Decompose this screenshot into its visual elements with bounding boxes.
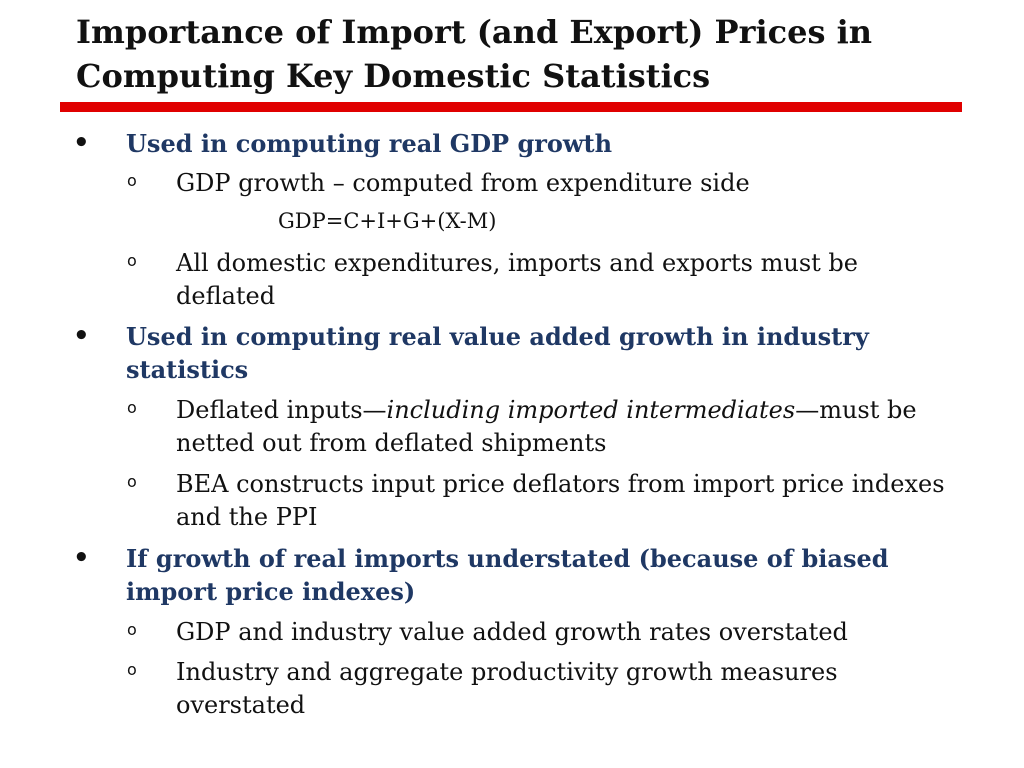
subbullet-productivity-overstated: o Industry and aggregate productivity gr… <box>127 656 956 722</box>
slide-title: Importance of Import (and Export) Prices… <box>76 10 976 98</box>
subbullet-text: GDP growth – computed from expenditure s… <box>176 169 750 197</box>
subbullet-text-italic: including imported intermediates <box>386 396 796 424</box>
hollow-circle-bullet-icon: o <box>127 171 137 190</box>
bullet-dot-icon: • <box>73 321 90 351</box>
gdp-formula: GDP=C+I+G+(X-M) <box>278 209 497 233</box>
subbullet-text: BEA constructs input price deflators fro… <box>176 470 945 531</box>
bullet-dot-icon: • <box>73 543 90 573</box>
bullet-text: Used in computing real value added growt… <box>126 322 869 384</box>
hollow-circle-bullet-icon: o <box>127 398 137 417</box>
subbullet-text: All domestic expenditures, imports and e… <box>176 249 858 310</box>
bullet-real-imports-understated: • If growth of real imports understated … <box>73 542 956 608</box>
title-underline-rule <box>60 102 962 112</box>
subbullet-deflated-inputs: o Deflated inputs—including imported int… <box>127 394 956 460</box>
slide-title-line-1: Importance of Import (and Export) Prices… <box>76 13 873 51</box>
subbullet-gdp-overstated: o GDP and industry value added growth ra… <box>127 616 956 649</box>
subbullet-text: GDP and industry value added growth rate… <box>176 618 848 646</box>
hollow-circle-bullet-icon: o <box>127 660 137 679</box>
hollow-circle-bullet-icon: o <box>127 472 137 491</box>
bullet-value-added-growth: • Used in computing real value added gro… <box>73 320 956 386</box>
bullet-text: If growth of real imports understated (b… <box>126 544 889 606</box>
hollow-circle-bullet-icon: o <box>127 620 137 639</box>
subbullet-text-post: —must be netted out from deflated shipme… <box>176 396 917 457</box>
subbullet-deflated-expenditures: o All domestic expenditures, imports and… <box>127 247 956 313</box>
bullet-text: Used in computing real GDP growth <box>126 129 613 158</box>
slide-title-line-2: Computing Key Domestic Statistics <box>76 57 711 95</box>
subbullet-text: Industry and aggregate productivity grow… <box>176 658 838 719</box>
hollow-circle-bullet-icon: o <box>127 251 137 270</box>
subbullet-expenditure-side: o GDP growth – computed from expenditure… <box>127 167 956 200</box>
bullet-dot-icon: • <box>73 128 90 158</box>
subbullet-text-pre: Deflated inputs— <box>176 396 387 424</box>
bullet-gdp-growth: • Used in computing real GDP growth <box>73 127 956 160</box>
subbullet-bea-deflators: o BEA constructs input price deflators f… <box>127 468 956 534</box>
